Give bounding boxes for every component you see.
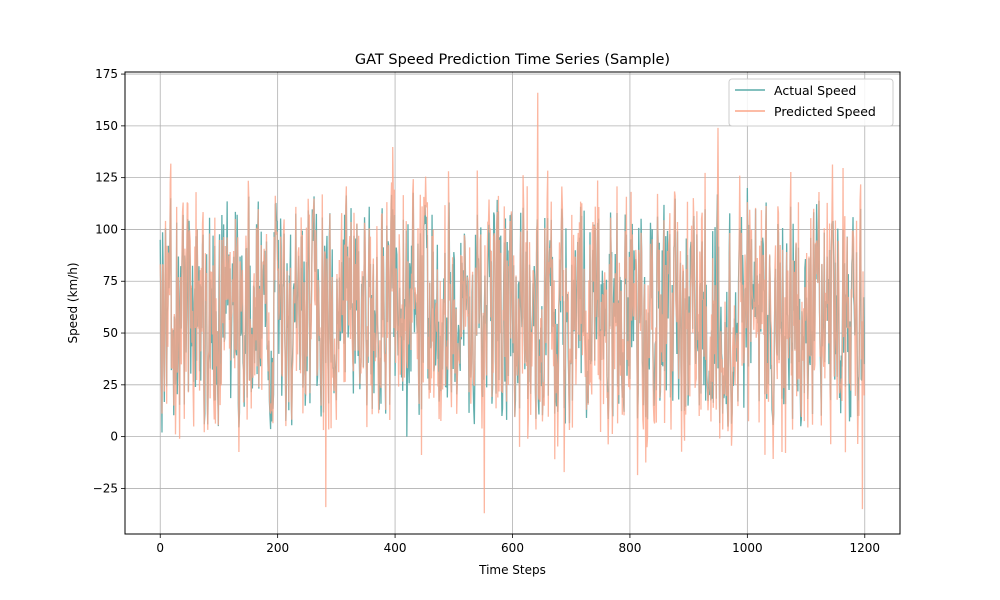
x-tick-label: 1000 (732, 541, 763, 555)
y-tick-label: 75 (103, 274, 118, 288)
y-tick-label: 175 (95, 67, 118, 81)
x-tick-label: 0 (156, 541, 164, 555)
y-axis-label: Speed (km/h) (66, 262, 80, 343)
y-tick-label: 100 (95, 222, 118, 236)
chart-title: GAT Speed Prediction Time Series (Sample… (355, 52, 670, 68)
y-tick-label: 50 (103, 326, 118, 340)
y-tick-label: 0 (110, 430, 118, 444)
legend-box (728, 78, 894, 127)
y-tick-label: 125 (95, 171, 118, 185)
series-layer (159, 92, 865, 514)
legend: Actual Speed Predicted Speed (728, 78, 894, 127)
y-tick-label: 150 (95, 119, 118, 133)
ticks: 0 200 400 600 800 1000 1200 −25 0 25 50 75 100 125 150… (93, 67, 880, 555)
legend-label-actual: Actual Speed (774, 83, 856, 98)
x-tick-label: 400 (384, 541, 407, 555)
x-tick-label: 600 (501, 541, 524, 555)
y-tick-label: 25 (103, 378, 118, 392)
x-tick-label: 800 (618, 541, 641, 555)
x-axis-label: Time Steps (478, 563, 546, 577)
x-tick-label: 200 (266, 541, 289, 555)
y-tick-label: −25 (93, 481, 118, 495)
x-tick-label: 1200 (849, 541, 880, 555)
series-line-predicted (159, 92, 865, 514)
legend-label-predicted: Predicted Speed (774, 104, 876, 119)
